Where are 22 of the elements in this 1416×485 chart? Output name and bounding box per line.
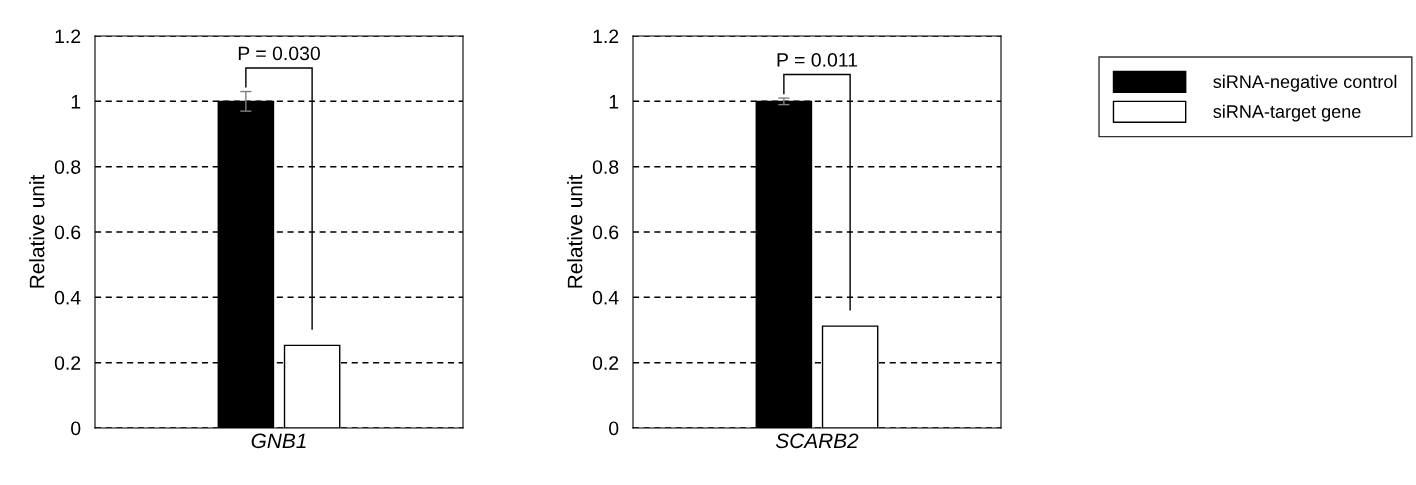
annotation: P = 0.030 (238, 46, 320, 61)
y-tick-label: 0.4 (54, 290, 81, 305)
y-tick-label: 0.8 (592, 160, 619, 174)
y-tick-label: 1.2 (55, 29, 81, 44)
legend-label: siRNA-target gene (1213, 104, 1361, 122)
annotation: P = 0.011 (777, 53, 858, 67)
y-tick-label: 1 (71, 95, 81, 109)
y-axis-title: Relative unit (567, 174, 583, 288)
y-tick-label: 1.2 (593, 29, 619, 44)
y-tick-label: 0.4 (592, 290, 619, 305)
y-tick-label: 0.8 (54, 160, 81, 174)
y-tick-label: 0.2 (592, 356, 619, 370)
y-tick-label: 0.2 (54, 356, 81, 370)
y-axis-title: Relative unit (29, 174, 45, 288)
y-tick-label: 0.6 (54, 225, 81, 240)
y-tick-label: 0 (609, 421, 619, 436)
y-tick-label: 0.6 (592, 225, 619, 240)
legend-label: siRNA-negative control (1213, 74, 1397, 92)
y-tick-label: 0 (71, 421, 81, 436)
x-tick-label: GNB1 (251, 433, 306, 449)
y-tick-label: 1 (609, 95, 619, 109)
x-tick-label: SCARB2 (775, 433, 859, 449)
